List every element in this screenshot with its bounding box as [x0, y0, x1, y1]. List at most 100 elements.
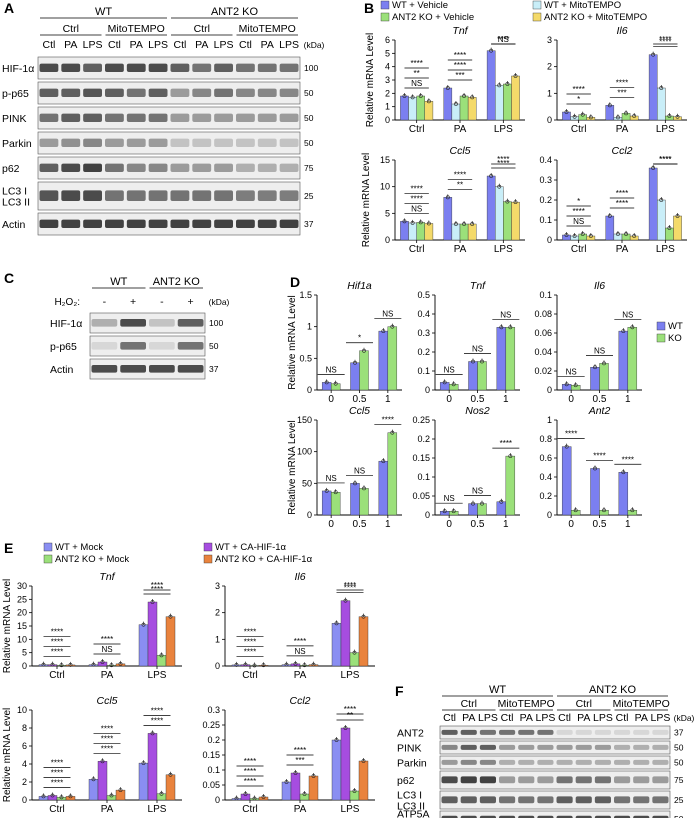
blot-band: [652, 776, 669, 784]
x-tick-label: 1: [385, 519, 391, 530]
blot-lane-label: PA: [577, 712, 590, 724]
y-tick-label: 150: [297, 415, 312, 425]
blot-lane-label: Ctl: [239, 39, 252, 51]
bar: [451, 223, 461, 241]
bar: [88, 779, 99, 801]
data-point: [426, 221, 431, 226]
data-point: [252, 663, 257, 668]
y-tick-label: 0: [215, 661, 220, 671]
data-point: [572, 114, 577, 119]
blot-band: [236, 63, 255, 72]
blot-lane-label: LPS: [535, 712, 555, 724]
panel-label-b: B: [364, 0, 375, 16]
blot-band: [479, 796, 496, 804]
data-point: [402, 219, 407, 224]
data-point: [390, 324, 395, 329]
blot-lane-label: -: [160, 296, 164, 308]
significance-label: ****: [593, 451, 605, 460]
blot-band: [537, 776, 554, 784]
bar: [350, 483, 360, 516]
bar: [459, 223, 469, 241]
significance-label: ****: [101, 635, 113, 644]
y-tick-label: 6: [385, 35, 390, 45]
chart-title: Tnf: [99, 571, 115, 583]
legend-label: WT + Vehicle: [392, 0, 448, 11]
blot-band: [105, 219, 124, 228]
blot-row-label: LC3 II: [397, 801, 425, 813]
blot-band: [177, 319, 204, 327]
bar: [330, 383, 341, 391]
bar: [281, 781, 292, 801]
bar: [621, 113, 631, 121]
x-tick-label: Ctrl: [242, 804, 258, 815]
blot-band: [279, 190, 299, 202]
bar: [340, 600, 351, 667]
y-tick-label: 15: [17, 621, 27, 631]
data-point: [352, 789, 357, 793]
chart-title: Hif1a: [347, 280, 372, 292]
significance-label: NS: [382, 310, 393, 319]
blot-band: [61, 113, 81, 122]
bar: [511, 201, 520, 241]
x-tick-label: LPS: [494, 124, 513, 135]
blot-group-label: WT: [95, 6, 112, 18]
blot-band: [91, 342, 118, 350]
blot-band: [633, 759, 650, 765]
data-point: [109, 793, 114, 798]
data-point: [362, 348, 366, 353]
data-point: [50, 662, 55, 667]
data-point: [150, 731, 155, 736]
blot-band: [441, 815, 458, 818]
bar: [138, 624, 149, 667]
bar: [467, 223, 477, 241]
bar: [468, 361, 478, 391]
blot-band: [518, 776, 535, 784]
bar: [358, 760, 369, 801]
blot-lane-label: PA: [462, 712, 475, 724]
y-axis-label: Relative mRNA Level: [2, 579, 13, 673]
blot-band: [441, 796, 458, 804]
blot-strip: [439, 770, 671, 790]
blot-band: [614, 776, 631, 784]
significance-label: **: [414, 69, 420, 78]
data-point: [632, 114, 637, 118]
data-point: [361, 759, 366, 763]
y-axis-label: Relative mRNA Level: [287, 420, 298, 514]
blot-band: [83, 219, 102, 228]
blot-group-label: ANT2 KO: [211, 6, 259, 18]
blot-band: [594, 796, 611, 804]
y-tick-label: 2: [215, 608, 220, 618]
bar: [486, 50, 496, 121]
bar: [321, 382, 332, 391]
data-point: [353, 481, 357, 486]
significance-label: ****: [616, 199, 628, 208]
data-point: [293, 771, 298, 775]
significance-label: NS: [326, 474, 337, 483]
x-tick-label: LPS: [341, 670, 360, 681]
data-point: [471, 359, 475, 364]
significance-label: ****: [382, 416, 394, 425]
y-tick-label: 0.15: [412, 453, 430, 463]
x-tick-label: 0.5: [593, 519, 607, 530]
blot-marker-label: 75: [674, 775, 684, 785]
data-point: [381, 459, 386, 464]
bar: [165, 774, 176, 801]
data-point: [471, 501, 475, 506]
x-tick-label: Ctrl: [571, 244, 587, 255]
data-point: [418, 220, 423, 225]
bar: [249, 665, 260, 667]
blot-band: [83, 88, 102, 97]
blot-strip: [89, 335, 206, 357]
y-tick-label: 6: [22, 741, 27, 751]
blot-row-label: HIF-1α: [2, 63, 34, 75]
blot-marker-label: 37: [209, 364, 219, 374]
significance-label: ***: [455, 71, 464, 80]
y-tick-label: 0.4: [539, 155, 552, 165]
blot-band: [192, 163, 212, 172]
y-tick-label: 0: [547, 235, 552, 245]
chart-title: Ccl5: [349, 405, 370, 417]
blot-band: [594, 776, 611, 784]
blot-band: [192, 88, 212, 97]
bar: [408, 97, 417, 121]
data-point: [41, 794, 46, 799]
